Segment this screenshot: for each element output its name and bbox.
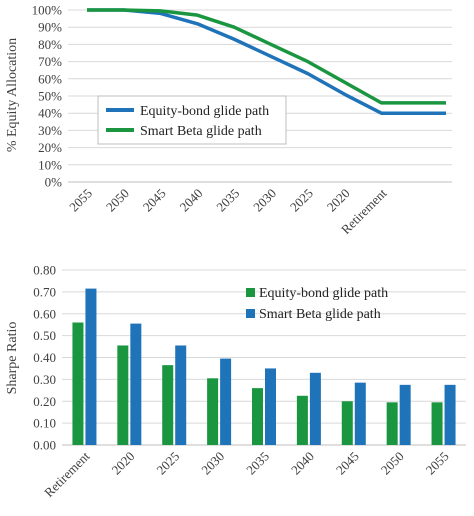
top-x-tick: 2030: [250, 186, 279, 215]
bar-equity-bond-6: [341, 401, 353, 445]
top-x-tick: 2055: [66, 186, 95, 215]
top-y-tick: 100%: [32, 3, 63, 18]
bar-equity-bond-1: [117, 345, 129, 445]
bar-smart-beta-4: [265, 368, 276, 445]
bottom-y-tick: 0.20: [33, 394, 56, 409]
top-y-tick: 60%: [38, 71, 62, 86]
top-y-tick: 10%: [38, 157, 62, 172]
bar-equity-bond-8: [431, 402, 443, 445]
bottom-x-tick: 2045: [333, 449, 362, 478]
bottom-x-tick: 2040: [288, 449, 317, 478]
top-x-tick: 2020: [324, 186, 353, 215]
bar-smart-beta-5: [309, 372, 321, 445]
top-series-line-1: [87, 8, 446, 105]
bottom-x-tick: 2035: [243, 449, 272, 478]
bottom-legend-label-1: Smart Beta glide path: [259, 307, 381, 322]
bar-equity-bond-4: [252, 388, 263, 445]
bar-smart-beta-3: [220, 358, 232, 445]
bottom-legend-swatch-0: [246, 288, 255, 297]
top-x-tick: 2050: [103, 186, 132, 215]
bottom-y-tick: 0.80: [33, 263, 56, 278]
top-legend: Equity-bond glide path Smart Beta glide …: [97, 95, 287, 145]
top-x-tick: 2045: [140, 186, 169, 215]
bottom-y-tick: 0.50: [33, 328, 56, 343]
sharpe-ratio-bar-chart: 0.00 0.10 0.20 0.30 0.40 0.50 0.60 0.70 0.80 Ret…: [5, 263, 466, 500]
bottom-y-tick: 0.00: [33, 438, 56, 453]
bar-smart-beta-0: [85, 288, 97, 445]
top-y-tick: 80%: [38, 37, 62, 52]
top-y-axis-label: % Equity Allocation: [5, 38, 20, 152]
bottom-x-tick: 2055: [423, 449, 452, 478]
bar-equity-bond-0: [72, 322, 84, 445]
bottom-bars: [72, 288, 456, 445]
bar-equity-bond-7: [386, 402, 398, 445]
top-y-tick-labels: 0% 10% 20% 30% 40% 50% 60% 70% 80% 90% 100%: [32, 3, 63, 190]
bottom-x-tick: 2025: [153, 449, 182, 478]
bottom-y-tick: 0.40: [33, 350, 56, 365]
bar-smart-beta-6: [354, 382, 366, 445]
bar-smart-beta-1: [130, 323, 142, 445]
top-legend-label-0: Equity-bond glide path: [140, 104, 269, 119]
bar-equity-bond-3: [207, 378, 219, 445]
bar-equity-bond-5: [296, 395, 308, 445]
top-x-tick-labels: 2055 2050 2045 2040 2035 2030 2025 2020Retireme…: [66, 185, 390, 237]
bottom-x-tick: 2030: [198, 449, 227, 478]
bar-smart-beta-8: [444, 384, 456, 445]
bottom-legend-label-0: Equity-bond glide path: [259, 286, 388, 301]
bottom-y-tick: 0.60: [33, 306, 56, 321]
top-series-lines: [87, 8, 446, 115]
bottom-y-tick: 0.30: [33, 372, 56, 387]
bottom-gridlines: [62, 269, 466, 446]
top-y-tick: 40%: [38, 106, 62, 121]
bottom-x-tick: Retirement: [41, 448, 93, 500]
top-y-tick: 70%: [38, 54, 62, 69]
bottom-legend-swatch-1: [246, 309, 255, 318]
top-legend-box: [97, 95, 287, 145]
top-x-tick: 2040: [177, 186, 206, 215]
top-y-tick: 90%: [38, 20, 62, 35]
top-x-tick: 2035: [213, 186, 242, 215]
top-legend-label-1: Smart Beta glide path: [140, 124, 262, 139]
bottom-y-axis-label: Sharpe Ratio: [5, 322, 20, 395]
bottom-legend: Equity-bond glide path Smart Beta glide …: [246, 286, 388, 322]
glide-path-line-chart: 0% 10% 20% 30% 40% 50% 60% 70% 80% 90% 100% 2055 20…: [5, 3, 452, 237]
bottom-x-tick: 2050: [378, 449, 407, 478]
top-x-tick: 2025: [287, 186, 316, 215]
bottom-x-tick: 2020: [108, 449, 137, 478]
top-y-tick: 0%: [45, 175, 63, 190]
bar-smart-beta-7: [399, 384, 411, 445]
top-y-tick: 20%: [38, 140, 62, 155]
bottom-y-tick-labels: 0.00 0.10 0.20 0.30 0.40 0.50 0.60 0.70 0.80: [33, 263, 56, 453]
top-y-tick: 50%: [38, 89, 62, 104]
bottom-x-tick-labels: Retirement 2020 2025 2030 2035 2040 2045 2050 20…: [41, 448, 452, 500]
top-y-tick: 30%: [38, 123, 62, 138]
bottom-y-tick: 0.10: [33, 416, 56, 431]
bottom-y-tick: 0.70: [33, 284, 56, 299]
bar-equity-bond-2: [162, 365, 174, 445]
bar-smart-beta-2: [175, 345, 187, 445]
